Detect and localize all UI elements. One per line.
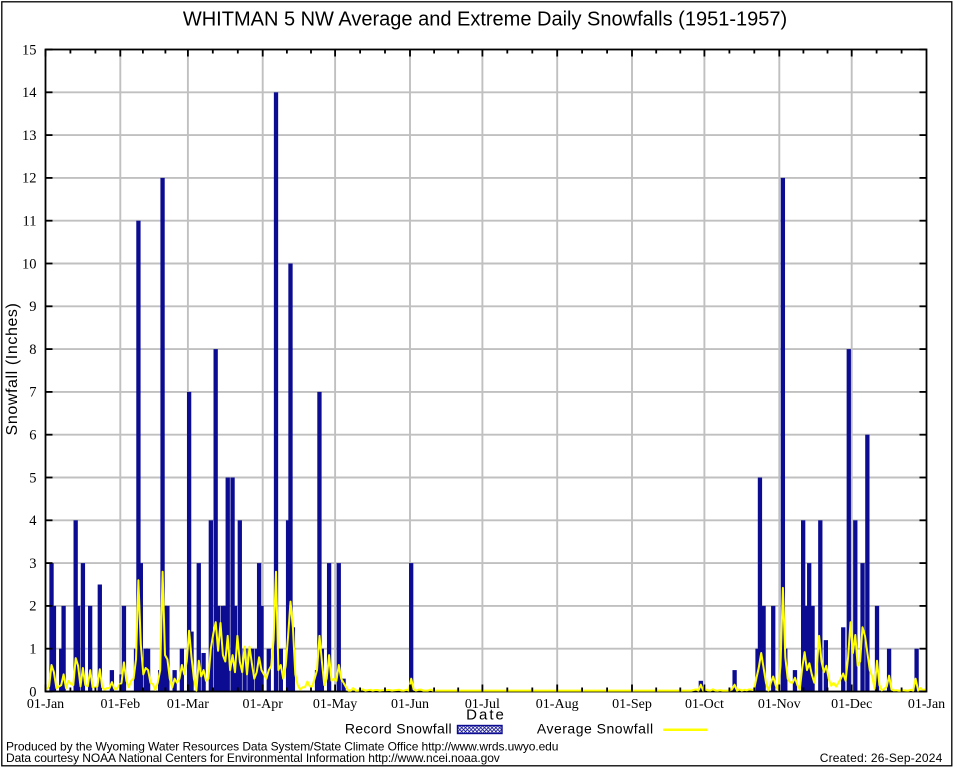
svg-text:6: 6 [29,428,36,444]
svg-text:01-Mar: 01-Mar [167,697,209,712]
svg-text:Record Snowfall: Record Snowfall [345,720,452,736]
svg-text:01-Jan: 01-Jan [908,697,945,712]
svg-text:01-Jul: 01-Jul [465,697,500,712]
svg-text:01-Aug: 01-Aug [536,697,579,712]
svg-text:01-May: 01-May [313,697,357,712]
svg-text:12: 12 [22,171,37,187]
svg-text:2: 2 [29,599,36,615]
svg-text:15: 15 [22,42,37,58]
svg-text:11: 11 [23,214,37,230]
svg-text:3: 3 [29,556,36,572]
svg-text:01-Apr: 01-Apr [242,697,283,712]
svg-text:01-Oct: 01-Oct [685,697,724,712]
svg-text:Date: Date [466,707,506,724]
svg-text:01-Nov: 01-Nov [758,697,801,712]
svg-text:Snowfall (Inches): Snowfall (Inches) [4,303,21,436]
svg-text:Average Snowfall: Average Snowfall [537,720,654,736]
svg-text:8: 8 [29,342,36,358]
svg-text:9: 9 [29,299,36,315]
svg-text:13: 13 [22,128,37,144]
svg-text:1: 1 [29,642,36,658]
svg-text:4: 4 [29,513,37,529]
svg-text:14: 14 [22,85,37,101]
svg-text:01-Jan: 01-Jan [27,697,64,712]
svg-text:01-Dec: 01-Dec [831,697,872,712]
svg-text:01-Jun: 01-Jun [391,697,429,712]
svg-text:Created: 26-Sep-2024: Created: 26-Sep-2024 [820,751,943,765]
svg-text:Data courtesy NOAA National Ce: Data courtesy NOAA National Centers for … [6,751,500,765]
svg-text:10: 10 [22,256,37,272]
svg-text:WHITMAN 5 NW Average and Extre: WHITMAN 5 NW Average and Extreme Daily S… [183,9,787,31]
svg-text:7: 7 [29,385,36,401]
svg-text:01-Feb: 01-Feb [100,697,140,712]
svg-text:5: 5 [29,470,36,486]
svg-text:Produced by the Wyoming Water: Produced by the Wyoming Water Resources … [6,739,558,753]
svg-text:01-Sep: 01-Sep [612,697,652,712]
svg-text:0: 0 [29,684,36,700]
